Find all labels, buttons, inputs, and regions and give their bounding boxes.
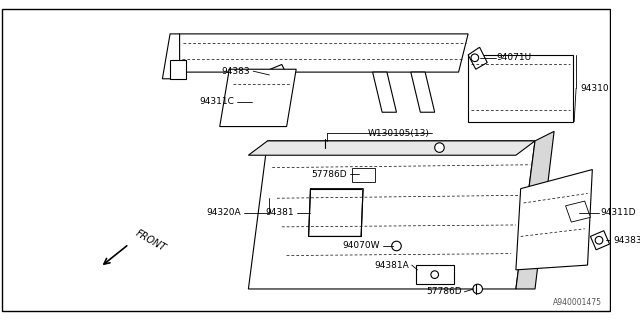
Circle shape — [595, 236, 603, 244]
Polygon shape — [266, 64, 289, 85]
Circle shape — [271, 71, 279, 79]
Polygon shape — [351, 168, 376, 182]
Text: A940001475: A940001475 — [553, 298, 602, 307]
Text: 94381A: 94381A — [374, 260, 409, 269]
Text: 94320A: 94320A — [206, 208, 241, 217]
Polygon shape — [308, 189, 363, 236]
Polygon shape — [468, 47, 487, 69]
Circle shape — [256, 98, 264, 106]
Polygon shape — [516, 170, 593, 270]
Polygon shape — [516, 131, 554, 289]
Text: 94310: 94310 — [580, 84, 609, 93]
Polygon shape — [248, 141, 535, 155]
Text: 94383: 94383 — [221, 67, 250, 76]
Text: 94311C: 94311C — [199, 97, 234, 106]
Polygon shape — [415, 265, 454, 284]
Circle shape — [359, 171, 367, 178]
Polygon shape — [220, 69, 296, 127]
Polygon shape — [248, 141, 535, 289]
Polygon shape — [163, 34, 180, 79]
Text: 57786D: 57786D — [311, 170, 347, 179]
Circle shape — [435, 143, 444, 152]
Text: 94311D: 94311D — [600, 208, 636, 217]
Text: 57786D: 57786D — [426, 287, 461, 296]
Circle shape — [570, 209, 577, 216]
Polygon shape — [248, 91, 272, 112]
Polygon shape — [411, 72, 435, 112]
Polygon shape — [170, 60, 186, 79]
Circle shape — [473, 284, 483, 294]
Text: 94071U: 94071U — [497, 53, 532, 62]
Text: 94383: 94383 — [613, 236, 640, 245]
Text: 94381: 94381 — [266, 208, 294, 217]
Circle shape — [392, 241, 401, 251]
Circle shape — [471, 54, 479, 61]
Polygon shape — [170, 34, 468, 72]
Text: FRONT: FRONT — [134, 228, 168, 253]
Polygon shape — [591, 231, 609, 250]
Polygon shape — [468, 55, 573, 122]
Text: W130105(13): W130105(13) — [368, 129, 430, 138]
Text: 94070W: 94070W — [343, 242, 380, 251]
Polygon shape — [372, 72, 396, 112]
Circle shape — [431, 271, 438, 278]
Polygon shape — [566, 201, 591, 222]
